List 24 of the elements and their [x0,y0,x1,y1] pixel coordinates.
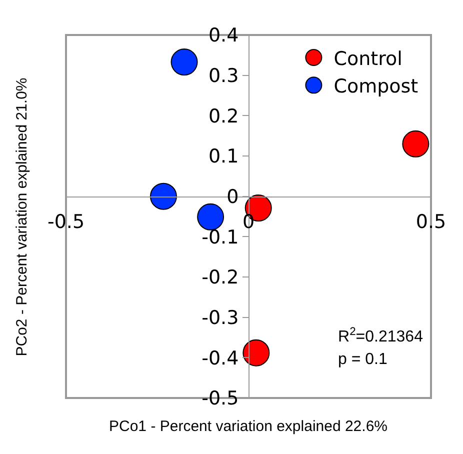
y-tick-label: 0.4 [208,24,239,47]
legend-label: Compost [334,76,418,98]
y-tick-label: -0.2 [202,266,239,289]
y-axis-title: PCo2 - Percent variation explained 21.0% [13,78,30,356]
y-tick-label: 0 [226,186,239,208]
x-tick-label: -0.5 [47,211,85,234]
point [150,182,177,210]
y-tick-label: 0.1 [208,146,239,168]
x-axis-title: PCo1 - Percent variation explained 22.6% [109,418,388,435]
y-tick-label: 0.2 [208,105,239,128]
point [197,203,224,230]
y-tick-label: -0.5 [202,388,239,410]
legend-label: Control [334,48,402,70]
annotation: R$^{2}$=0.21364 [338,326,424,346]
y-tick-label: -0.4 [202,347,239,370]
point [242,339,270,366]
point [402,130,430,158]
y-tick-label: -0.1 [202,226,239,248]
y-tick-label: 0.3 [208,64,239,87]
x-tick-label: 0.5 [416,211,446,234]
point [170,48,198,76]
x-tick-label: 0 [242,211,255,234]
annotation: p = 0.1 [338,351,388,368]
y-tick-label: -0.3 [202,306,239,329]
